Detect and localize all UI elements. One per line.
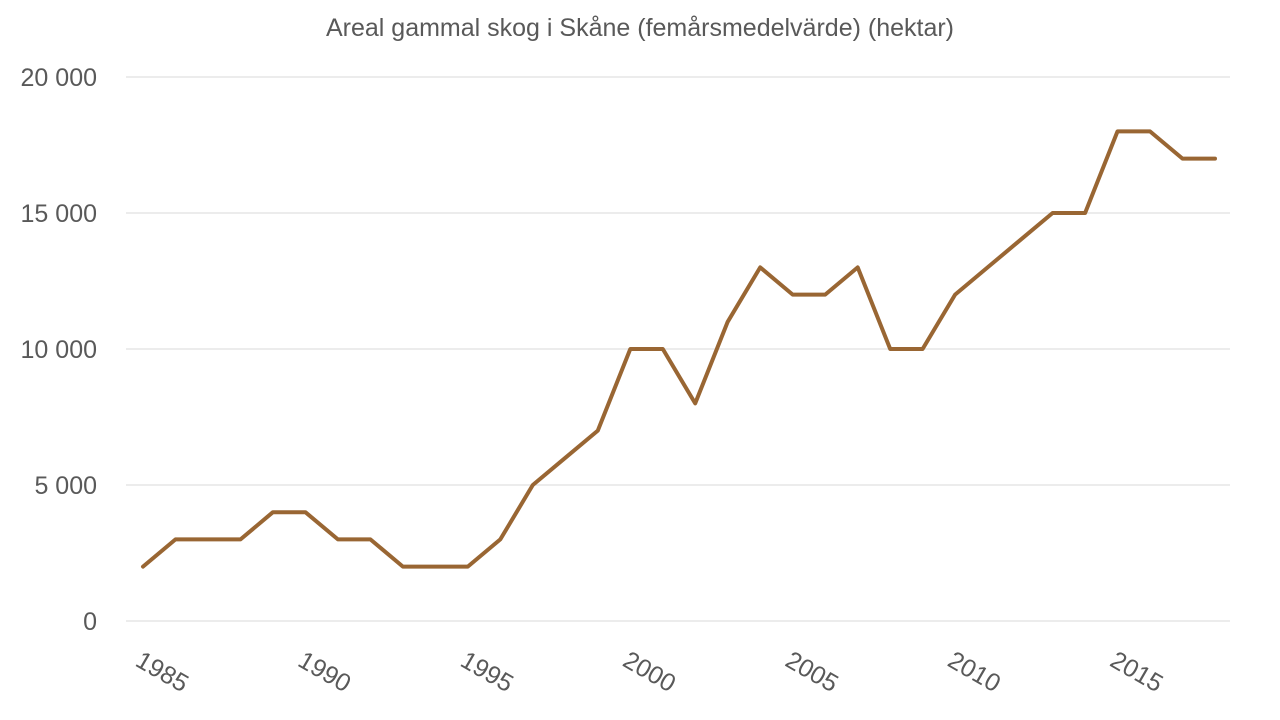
x-tick-label: 2010 (943, 646, 1005, 698)
chart-title: Areal gammal skog i Skåne (femårsmedelvä… (325, 14, 954, 42)
series-line (141, 129, 1217, 569)
x-tick-label: 2005 (781, 646, 843, 698)
x-tick-label: 1995 (456, 646, 518, 698)
y-axis-ticks: 0 5 000 10 000 15 000 20 000 (21, 64, 97, 636)
x-tick-label: 1990 (293, 646, 355, 698)
x-tick-label: 1985 (131, 646, 193, 698)
x-tick-label: 2015 (1106, 646, 1168, 698)
grid-layer (126, 76, 1230, 622)
y-tick-label: 5 000 (34, 472, 97, 500)
y-tick-label: 20 000 (21, 64, 97, 92)
series-layer (141, 129, 1217, 569)
y-tick-label: 15 000 (21, 200, 97, 228)
y-tick-label: 0 (83, 608, 97, 636)
y-tick-label: 10 000 (21, 336, 97, 364)
x-tick-label: 2000 (618, 646, 680, 698)
x-axis-ticks: 1985 1990 1995 2000 2005 2010 2015 (131, 646, 1168, 698)
